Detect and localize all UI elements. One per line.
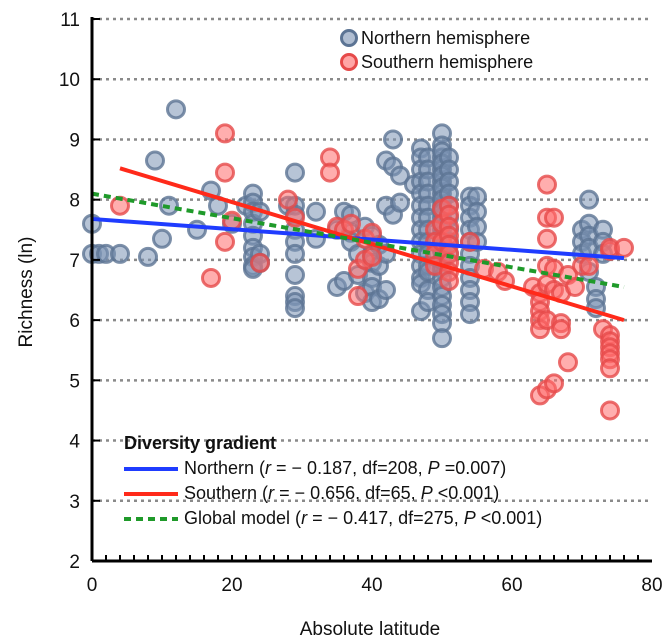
south-hemisphere-point [201, 267, 221, 288]
south-hemisphere-point [439, 270, 459, 291]
south-line-trend-line [119, 166, 625, 323]
south-hemisphere-point [278, 189, 298, 210]
line-legend: Diversity gradient Northern (r = − 0.187,… [124, 433, 542, 528]
south-hemisphere-point [544, 373, 564, 394]
south-hemisphere-point [600, 358, 620, 379]
y-tick-label: 10 [59, 70, 80, 91]
south-hemisphere-point [348, 286, 368, 307]
point-legend: Northern hemisphere Southern hemisphere [340, 28, 533, 72]
y-tick-label: 4 [69, 432, 80, 453]
south-hemisphere-point [551, 319, 571, 340]
axes-layer [90, 17, 652, 563]
south-hemisphere-point [537, 174, 557, 195]
south-hemisphere-point [215, 123, 235, 144]
points-layer [82, 99, 634, 421]
x-tick-label: 40 [361, 575, 382, 596]
y-tick-label: 7 [69, 251, 80, 272]
y-tick-label: 3 [69, 492, 80, 513]
north-hemisphere-point [390, 165, 410, 186]
north-hemisphere-point [376, 280, 396, 300]
north-hemisphere-point [166, 99, 186, 120]
north-hemisphere-point [152, 228, 172, 249]
south-hemisphere-point [362, 246, 382, 267]
legend-marker-south [340, 53, 358, 71]
south-hemisphere-point [579, 255, 599, 276]
south-hemisphere-point [250, 252, 270, 273]
y-tick-label: 8 [69, 191, 80, 212]
legend-entry-south-line: Southern (r = − 0.656, df=65, P <0.001) [184, 483, 499, 503]
y-tick-label: 6 [69, 311, 80, 332]
south-hemisphere-point [215, 162, 235, 183]
legend-entry-global-line: Global model (r = − 0.417, df=275, P <0.… [184, 508, 542, 528]
south-hemisphere-point [320, 162, 340, 183]
south-hemisphere-point [600, 400, 620, 421]
trend-lines-layer [91, 166, 625, 323]
north-hemisphere-point [138, 246, 158, 267]
south-hemisphere-point [565, 276, 585, 297]
y-tick-label: 9 [69, 130, 80, 151]
y-tick-label: 11 [60, 10, 80, 31]
south-hemisphere-point [544, 207, 564, 228]
y-tick-label: 5 [69, 371, 80, 392]
y-axis-title: Richness (ln) [16, 237, 37, 348]
y-tick-label: 2 [69, 552, 80, 573]
south-hemisphere-point [558, 352, 578, 373]
global-line-trend-line [91, 191, 625, 289]
north-hemisphere-point [285, 243, 305, 264]
legend-entry-north-line: Northern (r = − 0.187, df=208, P =0.007) [184, 458, 506, 478]
legend-label-south: Southern hemisphere [361, 52, 533, 72]
north-hemisphere-point [285, 264, 305, 285]
north-hemisphere-point [285, 298, 305, 319]
x-tick-label: 60 [501, 575, 522, 596]
north-hemisphere-point [145, 150, 165, 171]
x-tick-label: 80 [641, 575, 662, 596]
line-legend-title: Diversity gradient [124, 433, 276, 453]
north-hemisphere-point [579, 189, 599, 210]
south-hemisphere-point [341, 213, 361, 234]
north-hemisphere-point [390, 192, 410, 213]
north-hemisphere-point [460, 304, 480, 325]
north-hemisphere-point [110, 243, 130, 264]
legend-marker-north [340, 29, 358, 47]
south-hemisphere-point [537, 228, 557, 249]
south-hemisphere-point [215, 231, 235, 252]
north-hemisphere-point [187, 219, 207, 240]
south-hemisphere-point [614, 237, 634, 258]
north-hemisphere-point [432, 328, 452, 349]
x-tick-label: 20 [221, 575, 242, 596]
north-hemisphere-point [383, 129, 403, 150]
north-hemisphere-point [285, 162, 305, 183]
legend-label-north: Northern hemisphere [361, 28, 530, 48]
tick-labels-layer: 0 20 40 60 80 2 3 4 5 6 7 8 9 10 11 [59, 10, 663, 596]
north-hemisphere-point [306, 201, 326, 222]
x-tick-label: 0 [87, 575, 98, 596]
x-axis-title: Absolute latitude [300, 619, 441, 640]
